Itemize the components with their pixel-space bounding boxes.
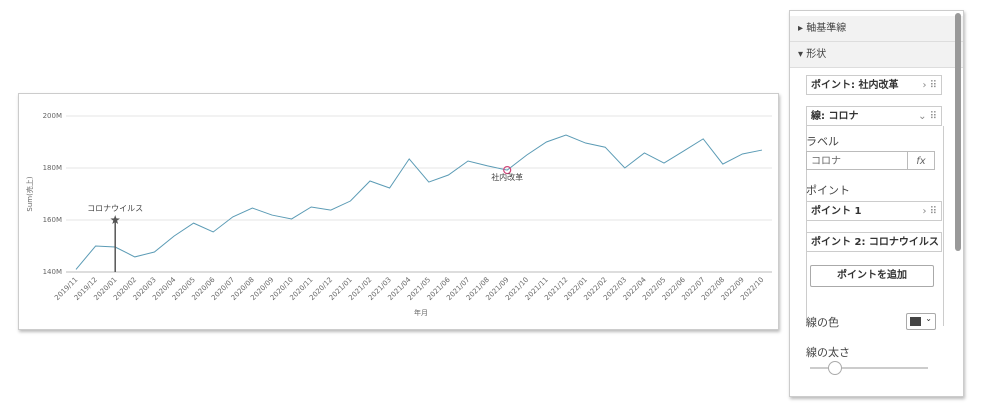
y-tick-label: 160M xyxy=(43,216,62,224)
point-title: ポイント 2: コロナウイルス xyxy=(811,237,939,248)
y-tick-label: 140M xyxy=(43,268,62,276)
slider-thumb[interactable] xyxy=(828,361,842,375)
color-picker[interactable]: ⌄ xyxy=(906,313,936,330)
point-title: ポイント 1 xyxy=(811,206,862,217)
section-title: 軸基準線 xyxy=(806,23,847,34)
section-header[interactable]: ▾ 形状 xyxy=(790,42,963,68)
field-label: ポイント xyxy=(806,184,850,197)
item-title: 線: コロナ xyxy=(811,111,859,122)
properties-panel: ▸ 軸基準線 ▾ 形状 ポイント: 社内改革 › ⠿ 線: コロナ ⌄ ⠿ ラベル … xyxy=(789,10,964,397)
chart-card xyxy=(18,93,779,330)
field-label: 線の太さ xyxy=(806,346,850,359)
annotation-label: コロナウイルス xyxy=(87,204,143,213)
field-label: 線の色 xyxy=(806,316,839,329)
y-tick-label: 180M xyxy=(43,164,62,172)
annotation-label: 社内改革 xyxy=(491,172,523,182)
item-body xyxy=(806,126,944,326)
section-title: 形状 xyxy=(806,49,827,60)
annotation-star xyxy=(110,215,120,225)
annotation-point xyxy=(503,165,512,175)
label-input[interactable]: コロナ fx xyxy=(806,151,935,170)
color-swatch xyxy=(910,317,921,326)
add-point-button[interactable]: ポイントを追加 xyxy=(810,265,934,287)
point-row[interactable]: ポイント 2: コロナウイルス xyxy=(806,232,942,252)
field-label: ラベル xyxy=(806,135,839,148)
scrollbar[interactable] xyxy=(955,13,961,251)
item-row[interactable]: 線: コロナ ⌄ ⠿ xyxy=(806,106,942,126)
point-row[interactable]: ポイント 1 › ⠿ xyxy=(806,201,942,221)
x-axis-title: 年月 xyxy=(414,308,428,317)
section-header[interactable]: ▸ 軸基準線 xyxy=(790,16,963,42)
item-title: ポイント: 社内改革 xyxy=(811,80,899,91)
chart: 年月 Sum(売上) 140M160M180M200M2019/112019/1… xyxy=(25,112,772,317)
data-line xyxy=(75,134,763,270)
y-axis-title: Sum(売上) xyxy=(25,176,34,211)
formula-button[interactable]: fx xyxy=(907,152,934,169)
slider-track xyxy=(810,367,928,369)
item-row[interactable]: ポイント: 社内改革 › ⠿ xyxy=(806,75,942,95)
input-value: コロナ xyxy=(811,156,841,167)
y-tick-label: 200M xyxy=(43,112,62,120)
